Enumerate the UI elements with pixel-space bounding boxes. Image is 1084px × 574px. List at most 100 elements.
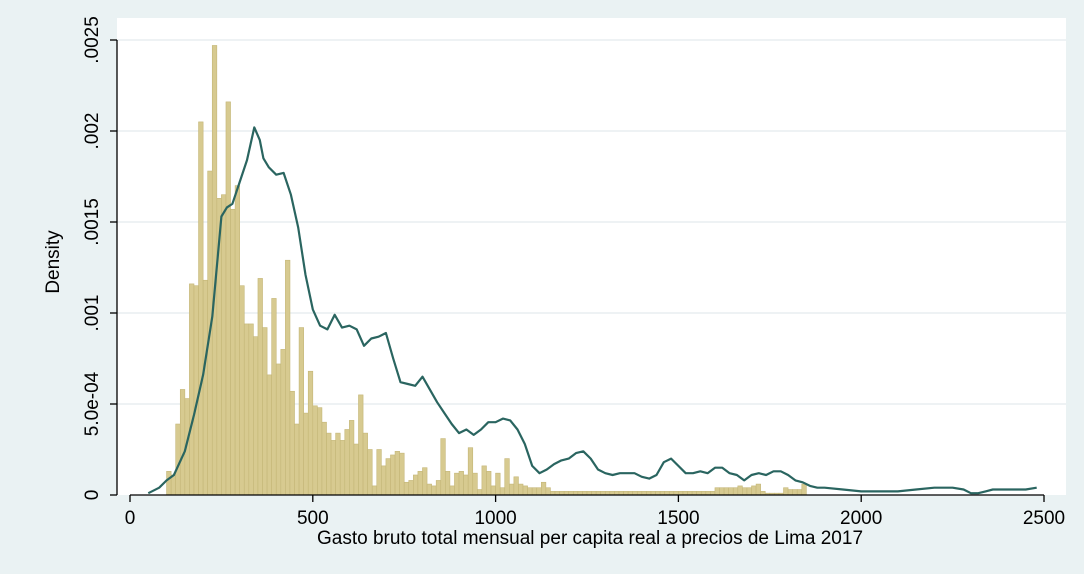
histogram-bar [321, 421, 327, 496]
histogram-bar [504, 458, 510, 496]
histogram-bar [527, 487, 533, 496]
histogram-bar [522, 485, 528, 496]
histogram-bar [298, 327, 304, 496]
histogram-bar [545, 487, 551, 496]
histogram-bar [166, 471, 172, 496]
histogram-bar [490, 485, 496, 496]
histogram-bar [248, 323, 254, 496]
histogram-bar [307, 370, 314, 496]
density-curve [147, 126, 1037, 495]
histogram-bar [335, 432, 341, 496]
histogram-bar [221, 194, 227, 496]
histogram-bar [390, 454, 396, 496]
histogram-bar [403, 481, 410, 496]
histogram-bar [198, 121, 204, 496]
histogram-bar [449, 485, 455, 496]
histogram-bar [536, 487, 542, 496]
histogram-bar [376, 449, 382, 496]
histogram-bar [408, 480, 414, 496]
x-axis-title: Gasto bruto total mensual per capita rea… [317, 528, 863, 549]
histogram-bar [239, 285, 245, 496]
histogram-bar [344, 429, 350, 496]
x-axis-ticks: 0 500 1000 1500 2000 2500 [125, 495, 1065, 529]
histogram-bar [499, 487, 506, 496]
histogram-bar [440, 438, 446, 496]
histogram-bar [275, 363, 282, 496]
histogram-bar [294, 423, 300, 496]
histogram-bar [728, 487, 734, 496]
histogram-bar [170, 474, 177, 496]
histogram-bar [481, 465, 487, 496]
histogram-bar [531, 487, 538, 496]
histogram-bar [371, 485, 378, 496]
histogram-bar [477, 489, 483, 496]
histogram-bar [755, 483, 761, 496]
y-tick-label: .002 [82, 113, 103, 150]
histogram-bar [435, 480, 442, 496]
histogram-bar [458, 471, 464, 496]
y-tick-label: .0025 [82, 16, 103, 64]
histogram-bar [381, 465, 387, 496]
histogram-bar [454, 472, 460, 496]
histogram-bar [742, 487, 748, 496]
y-axis-ticks: 0 5.0e-04 .001 .0015 .002 .0025 [82, 16, 117, 500]
histogram-bar [317, 407, 323, 496]
histogram-bar [467, 447, 474, 496]
histogram-bar [732, 487, 739, 496]
x-tick-label: 500 [297, 508, 329, 529]
histogram-bar [243, 323, 250, 496]
y-tick-label: .001 [82, 295, 103, 332]
y-axis-title: Density [43, 230, 64, 294]
histogram-bar [271, 298, 277, 496]
histogram-bar [257, 278, 263, 496]
histogram-bar [540, 481, 547, 496]
x-tick-label: 1500 [657, 508, 699, 529]
histogram-bar [723, 487, 729, 496]
histogram-bar [751, 485, 757, 496]
histogram-bar [234, 185, 240, 496]
histogram-bar [796, 489, 803, 496]
histogram-bar [509, 483, 515, 496]
histogram-bar [417, 471, 423, 496]
histogram-bar [202, 279, 208, 496]
y-tick-label: 5.0e-04 [82, 371, 103, 436]
histogram-bar [189, 283, 195, 496]
histogram-bar [783, 487, 789, 496]
histogram-bar [472, 472, 478, 496]
x-tick-label: 2000 [840, 508, 882, 529]
histogram-bar [285, 259, 291, 496]
histogram-bar [801, 483, 807, 496]
histogram-bar [445, 471, 451, 496]
histogram-bar [289, 390, 295, 496]
histogram-bar [362, 432, 368, 496]
histogram-bar [266, 374, 272, 496]
histogram-bar [792, 489, 798, 496]
histogram-bar [253, 336, 259, 496]
histogram-bar [179, 389, 186, 496]
histogram-bar [230, 208, 236, 496]
histogram-bar [714, 487, 720, 496]
histogram-bar [426, 483, 432, 496]
histogram-bar [719, 487, 725, 496]
x-tick-label: 2500 [1023, 508, 1065, 529]
histogram-bar [787, 489, 793, 496]
histogram-bar [225, 101, 231, 496]
y-tick-label: .0015 [82, 198, 103, 246]
histogram-bar [413, 474, 419, 496]
x-tick-label: 0 [125, 508, 136, 529]
histogram-bar [358, 394, 364, 496]
histogram-bar [280, 349, 286, 496]
histogram-bar [486, 471, 492, 496]
histogram-bar [330, 440, 336, 496]
histogram-bar [193, 285, 199, 496]
histogram-bar [175, 423, 181, 496]
histogram-bar [737, 485, 743, 496]
histogram-bar [312, 405, 318, 496]
histogram-bar [349, 420, 355, 496]
histogram-bar [746, 487, 752, 496]
histogram-bar [399, 452, 405, 496]
histogram-bar [422, 467, 428, 496]
histogram-bar [262, 327, 268, 496]
